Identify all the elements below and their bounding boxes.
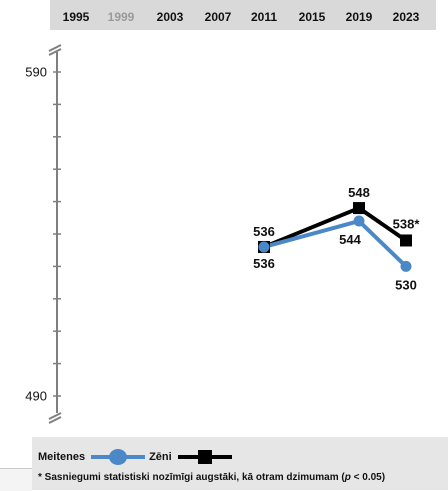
marker-girls-2019: [353, 215, 365, 227]
year-label-2007: 2007: [204, 10, 232, 24]
year-label-2019: 2019: [345, 10, 373, 24]
data-label-girls-2019: 544: [339, 232, 361, 247]
year-header: 1995 1999 2003 2007 2011 2015 2019 2023: [50, 0, 436, 30]
data-label-boys-2023: 538*: [393, 216, 421, 231]
significance-footnote: * Sasniegumi statistiski nozīmīgi augstā…: [38, 472, 385, 483]
legend-swatch-boys: [177, 449, 232, 465]
year-label-2011: 2011: [250, 10, 278, 24]
marker-boys-2023: [400, 234, 412, 247]
data-label-girls-2011: 536: [253, 256, 275, 271]
year-label-1999: 1999: [107, 10, 135, 24]
legend-label-girls: Meitenes: [38, 451, 86, 463]
footnote-p-symbol: p: [344, 472, 351, 483]
data-label-girls-2023: 530: [395, 277, 417, 292]
legend-swatch-girls: [91, 449, 146, 465]
legend: Meitenes Zēni * Sasniegumi statistiski n…: [32, 437, 448, 490]
axis-break-gap-1: [51, 413, 63, 420]
marker-girls-2023: [400, 260, 412, 272]
left-panel-stub: [0, 468, 32, 491]
marker-girls-2011: [258, 241, 270, 253]
y-tick-label-490: 490: [25, 388, 47, 404]
year-label-2015: 2015: [298, 10, 326, 24]
axis-break-mark-1b: [48, 416, 62, 424]
axis-break-gap-0: [51, 45, 63, 52]
footnote-text-end: < 0.05): [350, 472, 386, 483]
axis-break-mark-0b: [48, 48, 62, 56]
year-label-2023: 2023: [392, 10, 420, 24]
line-chart: 536 544 530 536 548 538*: [48, 44, 421, 424]
year-label-1995: 1995: [62, 10, 90, 24]
y-tick-label-590: 590: [25, 64, 47, 80]
data-label-boys-2019: 548: [348, 185, 370, 200]
marker-boys-2019: [353, 202, 365, 215]
year-label-2003: 2003: [156, 10, 184, 24]
axis-break-mark-1: [48, 412, 62, 420]
legend-row: Meitenes Zēni: [38, 447, 236, 467]
data-label-boys-2011: 536: [253, 224, 275, 239]
legend-label-boys: Zēni: [149, 451, 172, 463]
axis-break-mark-0: [48, 44, 62, 52]
footnote-text-start: * Sasniegumi statistiski nozīmīgi augstā…: [38, 472, 345, 483]
